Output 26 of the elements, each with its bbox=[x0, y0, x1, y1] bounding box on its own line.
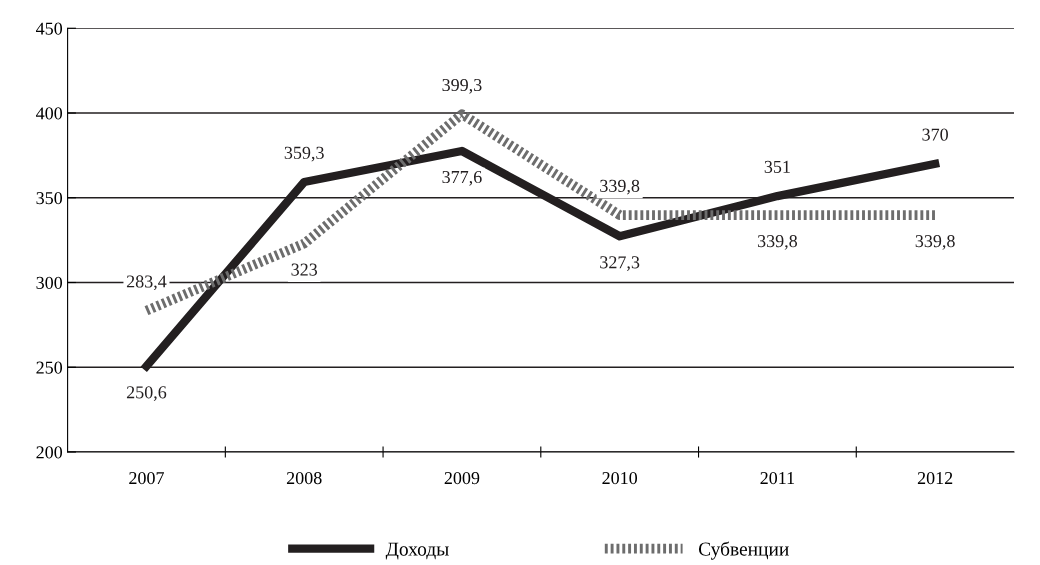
data-label: 283,4 bbox=[126, 275, 167, 291]
data-label: 339,8 bbox=[600, 179, 640, 195]
y-tick-label: 250 bbox=[36, 361, 63, 374]
y-tick-label: 400 bbox=[36, 107, 63, 120]
y-tick-label: 200 bbox=[36, 446, 63, 459]
y-tick-label: 350 bbox=[36, 192, 63, 205]
data-label: 399,3 bbox=[442, 78, 482, 94]
data-label: 339,8 bbox=[915, 235, 955, 250]
legend-label: Субвенции bbox=[698, 541, 789, 560]
data-label: 377,6 bbox=[442, 170, 482, 186]
legend-label: Доходы bbox=[385, 542, 449, 560]
y-tick-label: 300 bbox=[36, 276, 63, 289]
data-label: 351 bbox=[764, 160, 790, 173]
x-tick-label: 2010 bbox=[602, 471, 638, 485]
data-label: 359,3 bbox=[284, 146, 324, 162]
x-tick-label: 2012 bbox=[917, 471, 953, 485]
data-label: 250,6 bbox=[126, 386, 167, 401]
x-tick-label: 2007 bbox=[129, 471, 164, 485]
data-label: 327,3 bbox=[600, 256, 640, 271]
y-tick-label: 450 bbox=[36, 22, 63, 35]
x-tick-label: 2009 bbox=[444, 471, 480, 485]
data-label: 370 bbox=[922, 128, 948, 141]
x-tick-label: 2011 bbox=[760, 471, 795, 485]
x-tick-label: 2008 bbox=[286, 471, 322, 485]
data-label: 339,8 bbox=[757, 235, 798, 250]
data-label: 323 bbox=[291, 263, 318, 276]
